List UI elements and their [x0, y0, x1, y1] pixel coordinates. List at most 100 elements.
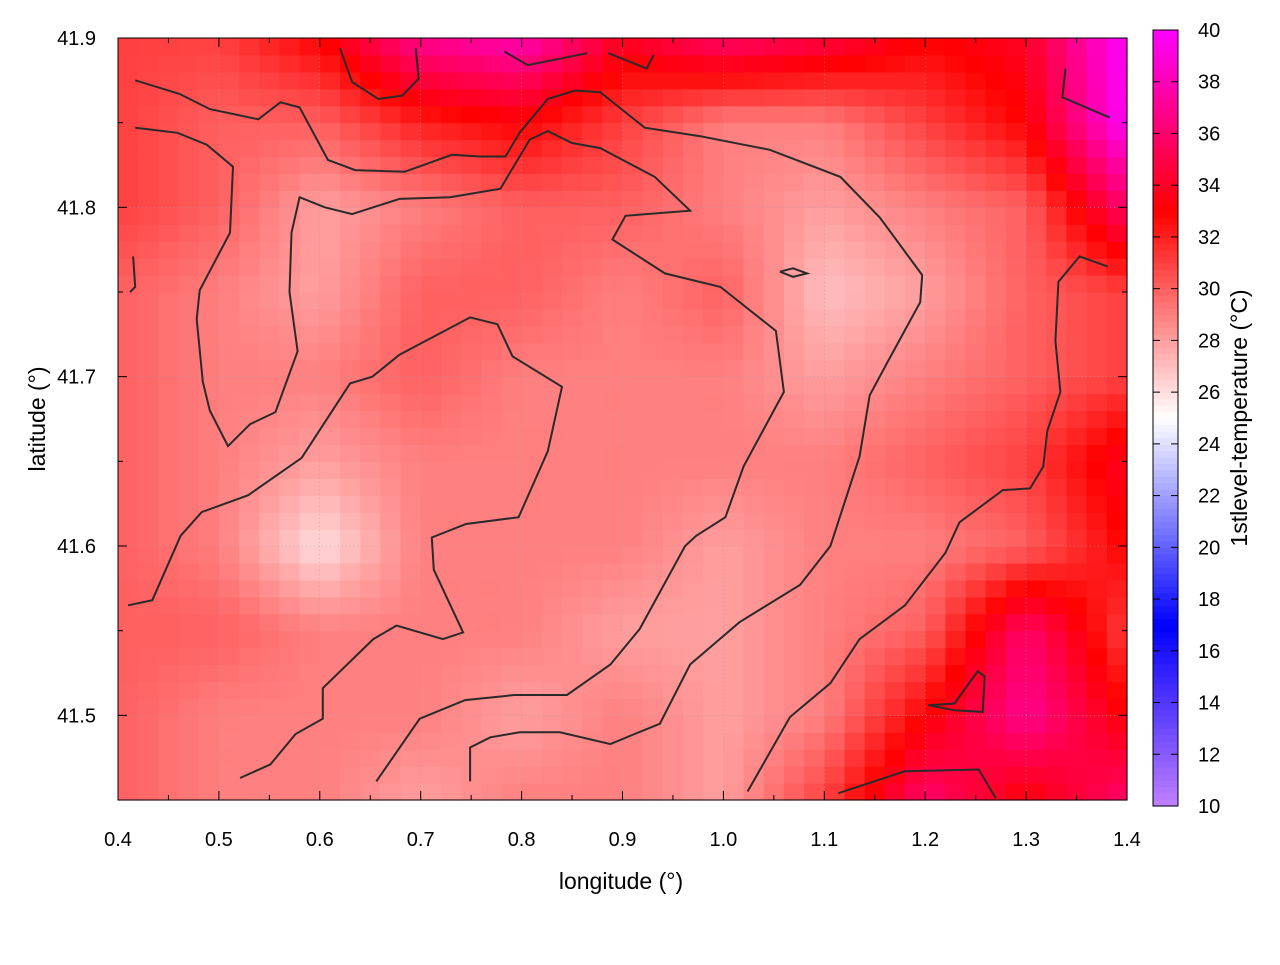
- heatmap-cell: [763, 38, 785, 56]
- heatmap-cell: [783, 749, 805, 767]
- colorbar-segment: [1153, 515, 1178, 523]
- contour-line: [928, 669, 986, 713]
- colorbar-segment: [1153, 592, 1178, 600]
- heatmap-cell: [481, 749, 502, 767]
- heatmap-cell: [299, 664, 321, 682]
- heatmap-cell: [118, 359, 139, 378]
- heatmap-cell: [440, 173, 462, 191]
- heatmap-cell: [783, 122, 805, 141]
- heatmap-cell: [905, 444, 926, 462]
- heatmap-cell: [884, 122, 906, 141]
- heatmap-cell: [844, 156, 866, 174]
- heatmap-cell: [905, 38, 926, 56]
- heatmap-cell: [198, 715, 220, 733]
- heatmap-cell: [1066, 71, 1088, 90]
- heatmap-cell: [198, 546, 220, 564]
- x-axis-ticks: 0.4 0.5 0.6 0.7 0.8 0.9 1.0 1.1 1.2 1.3 1.4: [104, 38, 1141, 851]
- heatmap-cell: [884, 224, 906, 242]
- heatmap-cell: [622, 376, 644, 395]
- heatmap-cell: [380, 325, 402, 344]
- heatmap-cell: [239, 258, 260, 276]
- heatmap-cell: [279, 596, 301, 615]
- heatmap-cell: [864, 410, 886, 428]
- colorbar-segment: [1153, 146, 1178, 154]
- heatmap-cell: [884, 71, 906, 90]
- heatmap-cell: [925, 122, 946, 141]
- heatmap-cell: [884, 749, 906, 767]
- heatmap-cell: [562, 579, 583, 598]
- heatmap-cell: [703, 647, 724, 666]
- heatmap-cell: [743, 173, 765, 191]
- heatmap-cell: [804, 749, 825, 767]
- heatmap-cell: [541, 732, 563, 750]
- heatmap-cell: [158, 613, 180, 632]
- heatmap-cell: [985, 495, 1007, 513]
- heatmap-cell: [1106, 207, 1128, 225]
- heatmap-cell: [945, 495, 967, 513]
- heatmap-cell: [965, 562, 987, 581]
- heatmap-cell: [1046, 596, 1068, 615]
- heatmap-cell: [602, 647, 624, 666]
- heatmap-cell: [138, 749, 159, 767]
- y-tick-label: 41.6: [57, 536, 96, 558]
- heatmap-cell: [965, 190, 987, 208]
- heatmap-cell: [965, 139, 987, 158]
- colorbar-segment: [1153, 55, 1178, 63]
- heatmap-cell: [783, 139, 805, 158]
- heatmap-cell: [420, 122, 442, 141]
- heatmap-cell: [501, 410, 523, 428]
- heatmap-cell: [178, 766, 200, 784]
- heatmap-cell: [804, 325, 825, 344]
- heatmap-cell: [683, 512, 704, 530]
- heatmap-cell: [662, 783, 684, 801]
- colorbar-segment: [1153, 256, 1178, 264]
- heatmap-cell: [602, 342, 624, 361]
- heatmap-cell: [541, 156, 563, 174]
- heatmap-cell: [905, 190, 926, 208]
- heatmap-cell: [622, 529, 644, 547]
- heatmap-cell: [198, 613, 220, 632]
- heatmap-cell: [400, 732, 422, 750]
- heatmap-cell: [259, 783, 281, 801]
- heatmap-cell: [905, 783, 926, 801]
- heatmap-cell: [703, 613, 724, 632]
- heatmap-cell: [723, 630, 745, 649]
- heatmap-cell: [945, 512, 967, 530]
- heatmap-cell: [562, 698, 583, 716]
- heatmap-cell: [703, 38, 724, 56]
- heatmap-cell: [1106, 88, 1128, 107]
- heatmap-cell: [925, 647, 946, 666]
- heatmap-cell: [602, 275, 624, 293]
- heatmap-cell: [541, 512, 563, 530]
- heatmap-cell: [925, 292, 946, 310]
- heatmap-cell: [158, 139, 180, 158]
- heatmap-cell: [380, 698, 402, 716]
- heatmap-cell: [602, 359, 624, 378]
- heatmap-cell: [420, 292, 442, 310]
- heatmap-cell: [985, 241, 1007, 259]
- heatmap-cell: [239, 410, 260, 428]
- heatmap-cell: [562, 325, 583, 344]
- heatmap-cell: [400, 156, 422, 174]
- heatmap-cell: [340, 308, 361, 327]
- heatmap-cell: [743, 393, 765, 412]
- heatmap-cell: [461, 173, 482, 191]
- heatmap-cell: [521, 749, 543, 767]
- heatmap-cell: [844, 478, 866, 496]
- heatmap-cell: [582, 664, 603, 682]
- heatmap-cell: [925, 444, 946, 462]
- heatmap-cell: [138, 122, 159, 141]
- heatmap-cell: [985, 732, 1007, 750]
- colorbar-tick-label: 40: [1198, 20, 1220, 42]
- colorbar-tick-label: 30: [1198, 279, 1220, 301]
- heatmap-cell: [844, 88, 866, 107]
- heatmap-cell: [1106, 173, 1128, 191]
- heatmap-cell: [602, 546, 624, 564]
- heatmap-cell: [138, 766, 159, 784]
- colorbar-segment: [1153, 657, 1178, 665]
- heatmap-cell: [905, 393, 926, 412]
- heatmap-cell: [360, 732, 381, 750]
- heatmap-cell: [985, 410, 1007, 428]
- heatmap-cell: [622, 546, 644, 564]
- heatmap-cell: [1026, 681, 1047, 699]
